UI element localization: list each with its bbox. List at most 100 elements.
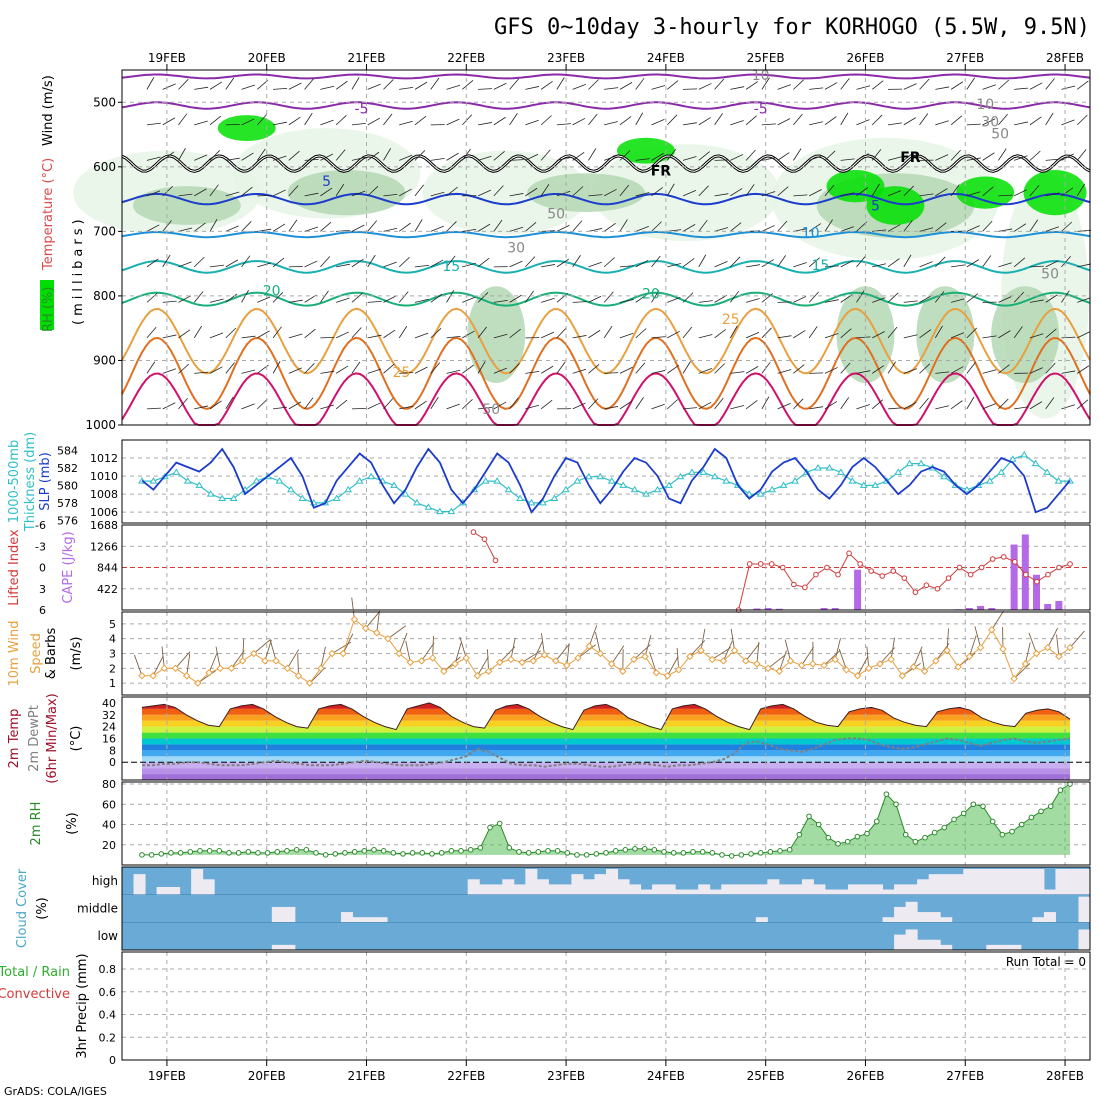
wind-barb (430, 77, 440, 90)
freezing-level-contour (121, 155, 1091, 172)
wind-barb (856, 370, 871, 374)
cloud-cover-bar (283, 906, 296, 923)
cloud-cover-bar (582, 879, 595, 895)
wind-barb (335, 399, 348, 410)
cloud-cover-bar (1032, 869, 1045, 895)
thickness-point (917, 459, 925, 467)
slp-thickness-panel: 1006 1008 1010 1012 576 578 580 582 584 1000-500m… (7, 432, 1091, 532)
cape-lifted-index-panel: 422 844 1266 1688 6 3 0 -3 -6 Lifted Index CAPE (J… (7, 519, 1091, 617)
rh2m-point (419, 850, 426, 856)
cloud-cover-bar (894, 884, 907, 895)
wind-barb (146, 156, 161, 161)
wind-barb (162, 83, 176, 90)
wind-barb (1013, 223, 1027, 232)
wind-barb (304, 192, 319, 197)
wind-barb (383, 329, 396, 339)
cloud-cover-bar (675, 889, 688, 895)
wind-barb (272, 155, 287, 161)
wind-barb (651, 336, 666, 339)
wind-barb (682, 258, 695, 268)
wind-barb (1045, 294, 1058, 303)
cloud-cover-bar (375, 917, 388, 923)
wind-speed-point (954, 663, 962, 671)
wind-barb (146, 361, 156, 374)
wind-barb (178, 261, 192, 268)
wind-barb (834, 637, 841, 660)
wind-barb (649, 651, 657, 673)
wind-barb (793, 148, 802, 161)
wind-barb (383, 148, 392, 161)
cape-bar (775, 608, 783, 610)
wind-barb (793, 364, 805, 374)
thickness-point (596, 472, 605, 480)
wind-barb (288, 150, 300, 161)
wind-speed-point (484, 667, 493, 675)
wind-barb (730, 371, 745, 374)
rh2m-point (728, 853, 735, 859)
wind-barb (304, 78, 314, 90)
cloud-cover-bar (721, 884, 734, 895)
wind-barb (134, 654, 143, 676)
lifted-index-point (967, 571, 974, 578)
rh2m-point (960, 810, 967, 817)
wind-barb (477, 656, 489, 676)
wind-barb (682, 190, 697, 197)
wind-barb (840, 78, 850, 90)
wind-barb (209, 366, 223, 374)
thickness-point (653, 485, 662, 493)
thickness-point (837, 468, 845, 475)
temperature-contour-label: 15 (812, 258, 830, 274)
wind-barb (887, 292, 899, 303)
wind-barb (383, 398, 394, 410)
rh2m-point (873, 818, 880, 825)
lifted-index-point (470, 529, 477, 535)
wind-barb (730, 290, 740, 303)
cloud-cover-bar (364, 917, 377, 923)
rh2m-point (158, 851, 165, 857)
cloud-cover-bar (640, 889, 653, 895)
wind-barb (619, 299, 634, 303)
cloud-cover-bar (1078, 929, 1091, 950)
cloud-cover-bar (686, 889, 699, 895)
wind-barb (966, 191, 981, 197)
wind-barb (651, 153, 664, 161)
wind-barb (446, 118, 460, 126)
wind-barb (761, 293, 774, 303)
wind-barb (509, 260, 523, 268)
wind-speed-point (730, 646, 739, 655)
cloud-cover-bar (940, 917, 953, 923)
wind-barb (950, 184, 960, 197)
cloud-cover-bar (790, 884, 803, 895)
wind-barb (966, 157, 981, 161)
thickness-point (1031, 459, 1040, 467)
wind-barb (903, 254, 912, 268)
wind-barb (920, 649, 926, 672)
wind-barb (446, 84, 461, 90)
wind-barb (351, 156, 366, 161)
wind-barb (320, 370, 335, 374)
wind-barb (903, 185, 914, 197)
wind-speed-point (663, 672, 672, 680)
wind-barb (919, 78, 930, 90)
wind-barb (588, 194, 603, 197)
wind-barb (604, 154, 618, 161)
thickness-point (298, 494, 307, 502)
lifted-index-tick-label: -6 (35, 519, 46, 532)
wind-barb (194, 120, 208, 126)
wind-tick-label: 4 (109, 633, 116, 646)
cloud-cover-bar (986, 869, 999, 895)
wind-barb (761, 259, 774, 268)
cloud-cover-bar (340, 912, 353, 923)
wind-barb (793, 330, 806, 339)
wind-barb (919, 193, 934, 197)
temp2m-label: 2m Temp (7, 709, 22, 769)
lifted-index-tick-label: 3 (39, 583, 46, 596)
wind-barb (509, 363, 520, 374)
wind-barb (619, 184, 630, 197)
wind-barb (178, 227, 193, 232)
rh2m-point (641, 846, 648, 852)
wind-barb (477, 189, 492, 197)
wind-barb (635, 77, 645, 90)
wind-speed-point (473, 672, 482, 680)
wind-barb (556, 361, 566, 374)
